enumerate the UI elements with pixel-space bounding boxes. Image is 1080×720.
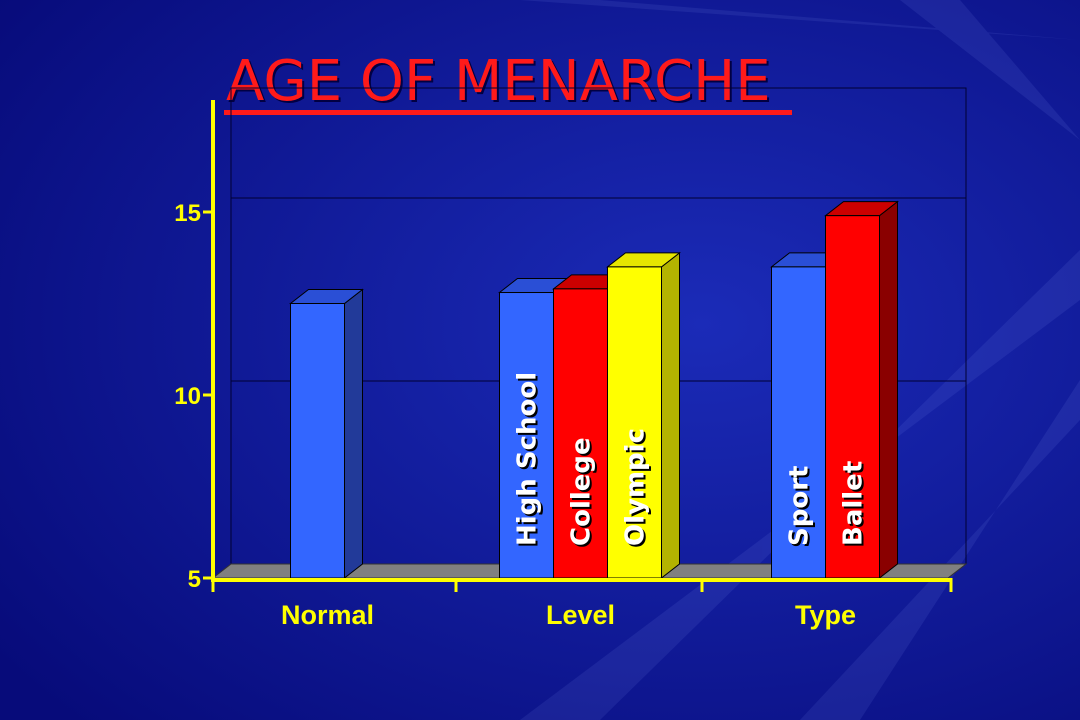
bar-label-shadow: Sport xyxy=(787,468,817,548)
bar-front xyxy=(553,288,608,579)
bar-label: Olympic xyxy=(621,428,651,546)
x-category-label: Type xyxy=(795,600,856,630)
y-tick-label: 5 xyxy=(188,566,201,593)
bar xyxy=(606,251,681,580)
bar xyxy=(824,200,899,580)
x-axis-labels: Normal Level Type xyxy=(281,600,856,630)
bar-label: Sport xyxy=(785,466,815,546)
title-underline xyxy=(224,110,792,115)
x-category-label: Normal xyxy=(281,600,374,630)
bar-front xyxy=(825,215,880,579)
bar-side xyxy=(344,288,363,580)
bar-label: High School xyxy=(513,372,543,546)
y-axis-ticks: 5 10 15 xyxy=(174,200,213,593)
y-tick-label: 15 xyxy=(174,200,201,227)
page-title: AGE OF MENARCHE xyxy=(226,49,771,114)
axes xyxy=(211,100,953,592)
bar-front xyxy=(290,303,345,579)
bar-label-shadow: High School xyxy=(515,374,545,548)
bar-label-shadow: Olympic xyxy=(623,430,653,548)
bar-label-shadow: College xyxy=(569,439,599,548)
bar xyxy=(289,288,364,580)
bar-label: College xyxy=(567,437,597,546)
x-category-label: Level xyxy=(546,600,615,630)
bar-label: Ballet xyxy=(839,461,869,546)
y-tick-label: 10 xyxy=(174,383,201,410)
bar-front xyxy=(771,266,826,579)
bar-front xyxy=(607,266,662,579)
bar-side xyxy=(879,200,898,580)
bar-side xyxy=(661,251,680,580)
bars xyxy=(289,200,899,580)
bar-label-shadow: Ballet xyxy=(841,463,871,548)
